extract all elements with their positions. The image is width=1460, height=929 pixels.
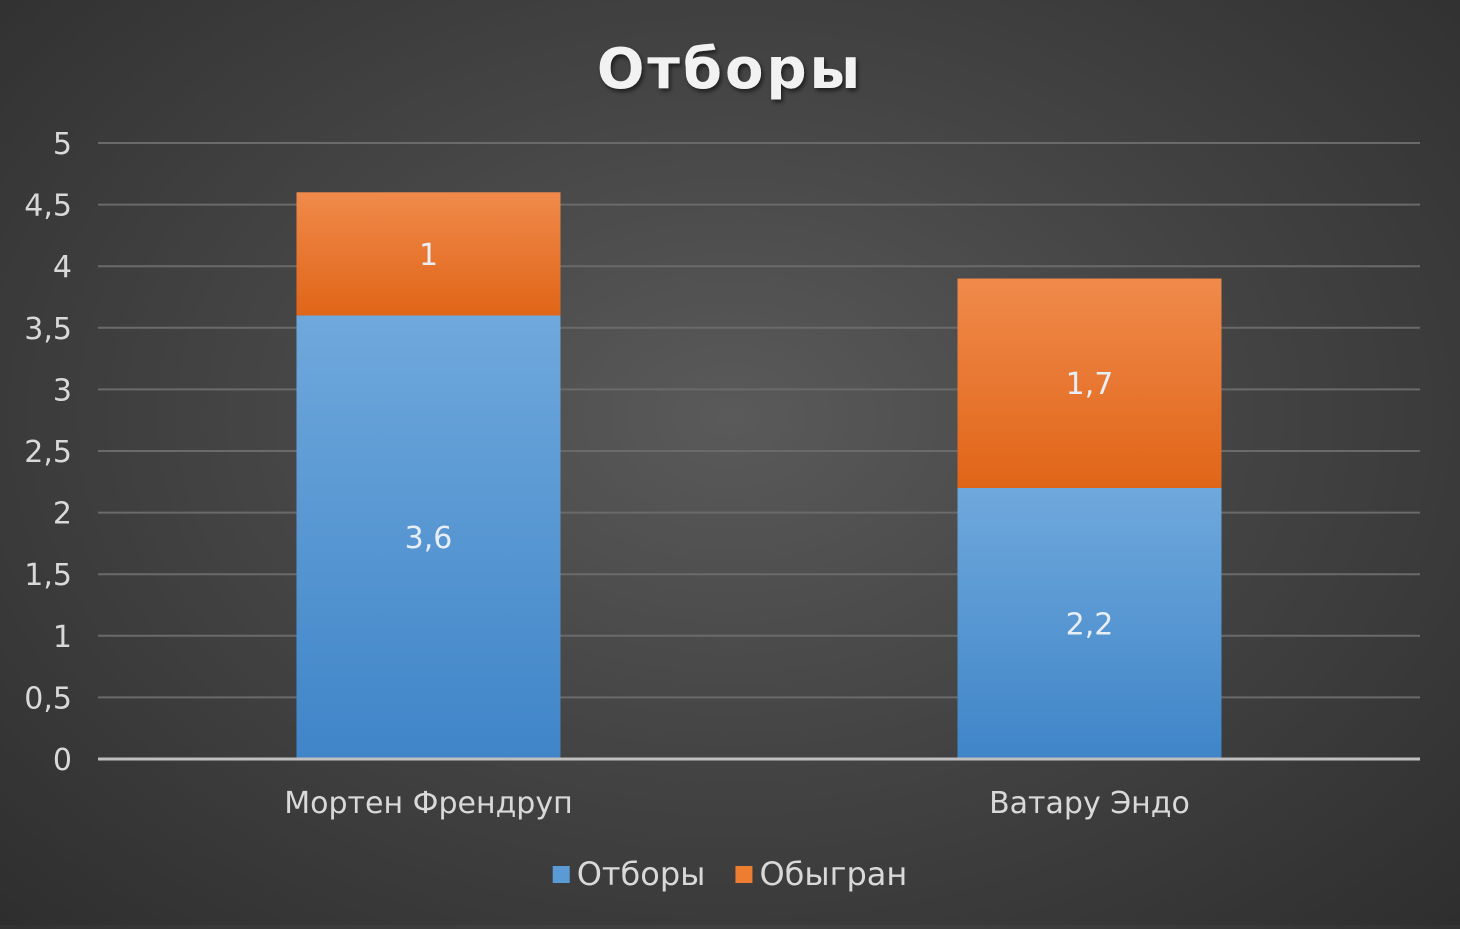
gridlines: [98, 142, 1420, 699]
bar-segment: [296, 192, 561, 316]
y-tick-label: 4: [53, 250, 72, 285]
y-tick-label: 0: [53, 743, 72, 778]
data-label: 1: [419, 238, 438, 273]
y-tick-label: 2: [53, 497, 72, 532]
bars: 3,6 1 2,2 1,7: [296, 192, 1222, 759]
chart-title: Отборы: [597, 37, 863, 102]
data-label: 3,6: [405, 521, 453, 556]
y-tick-label: 1: [53, 620, 72, 655]
legend-swatch: [735, 866, 753, 883]
y-tick-label: 3,5: [24, 312, 72, 347]
y-tick-label: 5: [53, 127, 72, 162]
y-tick-label: 0,5: [24, 681, 72, 716]
legend: Отборы Обыгран: [552, 855, 907, 893]
x-category-label: Мортен Френдруп: [284, 786, 572, 821]
legend-label: Обыгран: [759, 855, 907, 893]
x-axis-categories: Мортен Френдруп Ватару Эндо: [284, 786, 1190, 821]
y-tick-label: 3: [53, 373, 72, 408]
legend-swatch: [552, 866, 570, 883]
x-category-label: Ватару Эндо: [989, 786, 1190, 821]
legend-label: Отборы: [577, 855, 706, 893]
y-tick-label: 4,5: [24, 189, 72, 224]
bar-segment: [957, 278, 1222, 488]
y-tick-label: 1,5: [24, 558, 72, 593]
bar-segment: [957, 487, 1222, 759]
data-label: 1,7: [1066, 367, 1114, 402]
bar-segment: [296, 315, 561, 759]
data-label: 2,2: [1066, 607, 1114, 642]
y-axis-ticks: 0 0,5 1 1,5 2 2,5 3 3,5 4 4,5 5: [24, 127, 72, 778]
y-tick-label: 2,5: [24, 435, 72, 470]
